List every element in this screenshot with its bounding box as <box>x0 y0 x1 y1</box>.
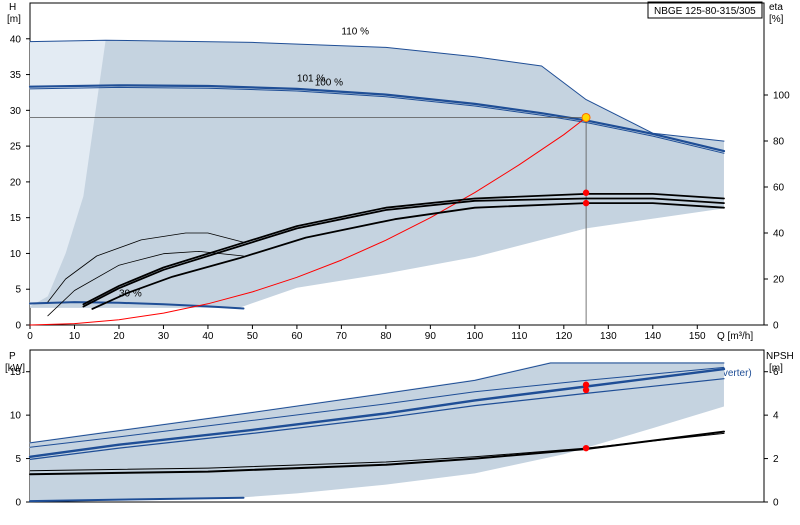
curve-annotation-0: 110 % <box>341 26 369 37</box>
x-tick-label: 80 <box>380 331 392 342</box>
qh-series-line-8 <box>47 251 244 317</box>
x-tick-label: 10 <box>69 331 81 342</box>
plot-frame-1 <box>29 349 765 503</box>
qh-series-line-1 <box>28 84 726 153</box>
h-tick-label: 0 <box>15 321 21 332</box>
h-tick-label: 10 <box>10 249 22 260</box>
eta-axis-unit: [%] <box>769 14 784 25</box>
npsh-axis-label: NPSH <box>766 351 794 362</box>
q-axis-label: Q [m³/h] <box>717 331 753 342</box>
qh-marker-0 <box>582 189 590 196</box>
x-tick-label: 150 <box>689 331 706 342</box>
h-axis-unit: [m] <box>7 14 21 25</box>
eta-tick-label: 40 <box>773 229 785 240</box>
qh-series-line-11 <box>91 202 725 310</box>
p-axis-label: P <box>9 351 16 362</box>
qh-series-line-9 <box>82 193 725 306</box>
x-tick-label: 70 <box>336 331 348 342</box>
power-marker-1 <box>582 386 590 394</box>
top-envelope-area <box>30 40 724 308</box>
x-tick-label: 90 <box>425 331 437 342</box>
power-series-line-3 <box>29 378 725 460</box>
qh-series-line-7 <box>47 232 244 303</box>
qh-series-line-3 <box>29 301 245 310</box>
npsh-tick-label: 2 <box>773 454 779 465</box>
title-box <box>647 1 763 19</box>
h-tick-label: 40 <box>10 34 22 45</box>
qh-marker-1 <box>582 199 590 207</box>
x-tick-label: 130 <box>600 331 617 342</box>
p-tick-label: 0 <box>15 498 21 509</box>
npsh-tick-label: 0 <box>773 498 779 509</box>
x-tick-label: 140 <box>644 331 661 342</box>
p-tick-label: 10 <box>10 411 22 422</box>
duty-point-marker <box>581 112 591 122</box>
p-tick-label: 5 <box>15 454 21 465</box>
h-tick-label: 5 <box>15 285 21 296</box>
x-tick-label: 20 <box>113 331 125 342</box>
eta-tick-label: 100 <box>773 91 790 102</box>
h-tick-label: 15 <box>10 213 22 224</box>
qh-series-line-2 <box>29 86 725 154</box>
qh-series-line-4 <box>29 117 587 326</box>
power-marker-2 <box>582 444 590 452</box>
eta-tick-label: 0 <box>773 321 779 332</box>
qh-series-line-0 <box>29 39 725 142</box>
curve-annotation-1: 101 % <box>297 74 325 85</box>
x-tick-label: 100 <box>467 331 484 342</box>
eta-axis-label: eta <box>769 2 783 13</box>
h-tick-label: 30 <box>10 106 22 117</box>
power-marker-0 <box>582 381 590 388</box>
curve-annotation-3: 30 % <box>119 288 142 299</box>
x-tick-label: 40 <box>202 331 214 342</box>
power-series-line-1 <box>29 366 725 448</box>
p-axis-unit: [kW] <box>5 363 25 374</box>
curve-annotation-2: 100 % <box>315 77 343 88</box>
chart-title: NBGE 125-80-315/305 <box>654 6 756 17</box>
p-tick-label: 15 <box>10 367 22 378</box>
x-tick-label: 120 <box>555 331 572 342</box>
power-series-line-6 <box>29 496 245 503</box>
npsh-tick-label: 4 <box>773 411 779 422</box>
x-tick-label: 50 <box>247 331 259 342</box>
x-tick-label: 0 <box>27 331 33 342</box>
eta-tick-label: 20 <box>773 275 785 286</box>
power-series-line-5 <box>29 430 725 476</box>
x-tick-label: 30 <box>158 331 170 342</box>
npsh-tick-label: 6 <box>773 367 779 378</box>
h-tick-label: 20 <box>10 177 22 188</box>
h-tick-label: 35 <box>10 70 22 81</box>
x-tick-label: 110 <box>511 331 527 342</box>
x-tick-label: 60 <box>291 331 303 342</box>
qh-series-line-10 <box>82 197 725 308</box>
eta-tick-label: 80 <box>773 137 785 148</box>
eta-tick-label: 60 <box>773 183 785 194</box>
top-envelope-light-area <box>30 40 106 307</box>
npsh-axis-unit: [m] <box>769 363 783 374</box>
power-series-line-0 <box>29 362 725 444</box>
h-tick-label: 25 <box>10 142 22 153</box>
h-axis-label: H <box>9 2 16 13</box>
